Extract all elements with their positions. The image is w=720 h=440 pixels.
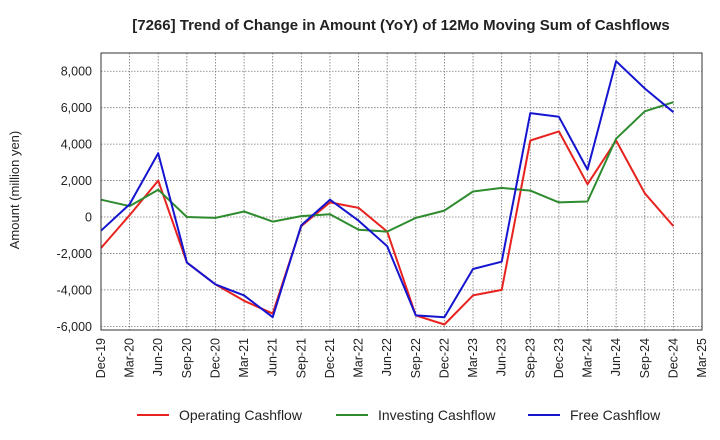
x-tick-label: Mar-24 — [581, 338, 595, 378]
x-tick-label: Sep-22 — [409, 338, 423, 378]
series-lines — [100, 60, 675, 326]
x-tick-label: Jun-24 — [609, 338, 623, 376]
x-tick-label: Jun-22 — [380, 338, 394, 376]
x-tick-label: Jun-20 — [151, 338, 165, 376]
x-tick-label: Mar-20 — [123, 338, 137, 378]
x-tick-label: Jun-21 — [266, 338, 280, 376]
y-tick-label: 8,000 — [61, 65, 92, 79]
y-tick-label: -4,000 — [57, 283, 92, 297]
legend-label: Investing Cashflow — [378, 407, 496, 423]
x-tick-label: Dec-22 — [437, 338, 451, 378]
x-tick-labels: Dec-19 Mar-20 Jun-20 Sep-20 Dec-20 Mar-21 Jun-… — [94, 338, 709, 378]
x-tick-label: Sep-21 — [294, 338, 308, 378]
y-tick-label: 4,000 — [61, 138, 92, 152]
x-tick-label: Dec-21 — [323, 338, 337, 378]
y-axis-label: Amount (million yen) — [7, 131, 22, 250]
legend-label: Operating Cashflow — [179, 407, 303, 423]
plot-frame — [100, 52, 703, 331]
y-tick-labels: -6,000 -4,000 -2,000 0 2,000 4,000 6,000 8,000 — [57, 65, 93, 334]
legend: Operating Cashflow Investing Cashflow Free… — [137, 407, 661, 423]
x-tick-label: Mar-23 — [466, 338, 480, 378]
x-tick-label: Dec-20 — [208, 338, 222, 378]
x-tick-label: Sep-20 — [180, 338, 194, 378]
y-tick-label: -2,000 — [57, 247, 92, 261]
x-tick-label: Mar-25 — [695, 338, 709, 378]
series-line-free-cashflow — [100, 60, 675, 319]
y-tick-label: 0 — [85, 211, 92, 225]
y-tick-label: 6,000 — [61, 101, 92, 115]
y-tick-label: -6,000 — [57, 320, 92, 334]
y-tick-label: 2,000 — [61, 174, 92, 188]
grid-lines — [100, 53, 703, 330]
x-tick-label: Dec-24 — [666, 338, 680, 378]
x-tick-label: Mar-22 — [352, 338, 366, 378]
x-tick-label: Dec-23 — [552, 338, 566, 378]
series-line-investing-cashflow — [100, 101, 674, 233]
legend-label: Free Cashflow — [570, 407, 661, 423]
x-tick-label: Sep-23 — [523, 338, 537, 378]
x-tick-label: Mar-21 — [237, 338, 251, 378]
chart-title: [7266] Trend of Change in Amount (YoY) o… — [132, 17, 670, 34]
x-tick-label: Sep-24 — [638, 338, 652, 378]
x-tick-label: Jun-23 — [495, 338, 509, 376]
x-tick-label: Dec-19 — [94, 338, 108, 378]
